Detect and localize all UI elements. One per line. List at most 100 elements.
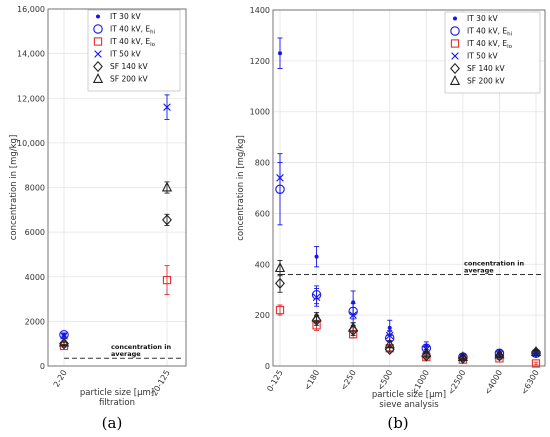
y-tick-label: 1400 [250, 6, 270, 15]
legend-marker [453, 16, 457, 21]
legend-label-subscript: hi [507, 32, 512, 38]
data-point [457, 351, 468, 362]
x-axis-label: particle size [µm] [372, 390, 446, 400]
legend-label-text: IT 40 kV, E [467, 27, 507, 36]
y-tick-label: 8000 [25, 184, 45, 193]
legend-marker [450, 39, 460, 48]
x-axis-label: particle size [µm] [80, 388, 154, 398]
y-tick-label: 0 [40, 362, 45, 371]
y-axis-label: concentration in [mg/kg] [236, 135, 246, 241]
data-point [387, 325, 392, 330]
average-label-line1: concentration in [464, 259, 524, 267]
data-point [276, 174, 284, 182]
legend-marker [450, 26, 460, 36]
legend-marker [93, 60, 103, 73]
x-axis-sublabel: filtration [99, 398, 135, 408]
average-label-line2: average [464, 266, 494, 274]
legend-marker [449, 74, 461, 85]
legend-label-subscript: lo [507, 44, 513, 50]
legend-label-text: IT 50 kV [467, 52, 498, 61]
data-point [161, 181, 173, 192]
y-tick-label: 2000 [25, 317, 45, 326]
legend-label: IT 40 kV, Elo [110, 37, 156, 48]
legend-label: SF 200 kV [467, 77, 506, 86]
legend-marker [94, 50, 102, 58]
legend-label-text: SF 200 kV [110, 75, 149, 84]
legend-label: SF 140 kV [110, 62, 149, 71]
x-tick-label: <2500 [446, 369, 467, 397]
legend-label: IT 40 kV, Elo [467, 39, 513, 50]
legend-label-text: IT 40 kV, E [467, 39, 507, 48]
data-point [531, 346, 541, 358]
y-tick-label: 1200 [250, 57, 270, 66]
legend-marker [450, 62, 460, 75]
x-axis-sublabel: sieve analysis [379, 400, 439, 410]
legend-label-subscript: hi [150, 30, 155, 36]
legend-box [87, 9, 181, 92]
legend-label: IT 50 kV [467, 52, 498, 61]
data-point [163, 103, 171, 111]
data-point [530, 346, 542, 356]
legend-marker [96, 14, 100, 19]
y-tick-label: 10,000 [17, 139, 45, 148]
legend-label-text: SF 140 kV [467, 64, 506, 73]
y-tick-label: 4000 [25, 273, 45, 282]
data-point [60, 332, 68, 340]
data-point [162, 275, 172, 285]
legend-label: SF 200 kV [110, 75, 149, 84]
data-point [421, 347, 432, 358]
y-tick-label: 12,000 [17, 94, 45, 103]
data-point [314, 254, 319, 259]
legend-marker [93, 24, 103, 34]
panel-a-chart: 0 2000 4000 6000 8000 10,000 12,000 14,000 16,00… [9, 5, 187, 408]
legend-label: IT 30 kV [110, 12, 141, 21]
y-tick-label: 600 [255, 209, 270, 218]
x-tick-label: 0-125 [265, 369, 284, 394]
data-point [531, 359, 541, 368]
legend-label-text: SF 200 kV [467, 77, 506, 86]
data-point [348, 321, 359, 332]
legend-label-text: IT 50 kV [110, 50, 141, 59]
x-tick-label: <180 [303, 369, 322, 393]
data-point [274, 262, 286, 273]
panel-b-label: (b) [387, 414, 408, 432]
y-tick-label: 1000 [250, 108, 270, 117]
data-point [311, 311, 322, 322]
y-tick-label: 16,000 [17, 5, 45, 14]
legend-label: IT 30 kV [467, 14, 498, 23]
data-point [162, 214, 172, 226]
data-point [384, 338, 395, 349]
x-tick-label: <6300 [519, 369, 540, 397]
legend-label-subscript: lo [150, 42, 156, 48]
legend-label: SF 140 kV [467, 64, 506, 73]
plot-frame [47, 8, 187, 367]
legend-label: IT 40 kV, Ehi [110, 25, 156, 36]
y-tick-label: 14,000 [17, 50, 45, 59]
y-axis-label: concentration in [mg/kg] [9, 135, 19, 241]
data-point [312, 293, 321, 302]
legend-marker [93, 37, 103, 46]
average-label-line2: average [111, 350, 141, 358]
legend-label: IT 40 kV, Ehi [467, 27, 513, 38]
legend-label-text: IT 40 kV, E [110, 37, 150, 46]
legend-label-text: IT 30 kV [110, 12, 141, 21]
legend-marker [451, 52, 459, 60]
plot-frame [272, 9, 546, 367]
legend-label-text: IT 30 kV [467, 14, 498, 23]
panel-b-chart: 0 200 400 600 800 1000 1200 1400 0-125 <180 <250 <5… [236, 6, 546, 410]
data-point [494, 348, 505, 359]
legend-label: IT 50 kV [110, 50, 141, 59]
x-tick-label: 2-20 [52, 369, 69, 389]
data-point [275, 277, 285, 289]
legend-label-text: SF 140 kV [110, 62, 149, 71]
y-tick-label: 6000 [25, 228, 45, 237]
x-tick-label: <500 [376, 369, 395, 393]
x-tick-label: <4000 [483, 369, 504, 397]
legend-label-text: IT 40 kV, E [110, 25, 150, 34]
legend-box [444, 11, 541, 94]
y-tick-label: 200 [255, 311, 270, 320]
x-tick-label: <250 [339, 369, 358, 393]
